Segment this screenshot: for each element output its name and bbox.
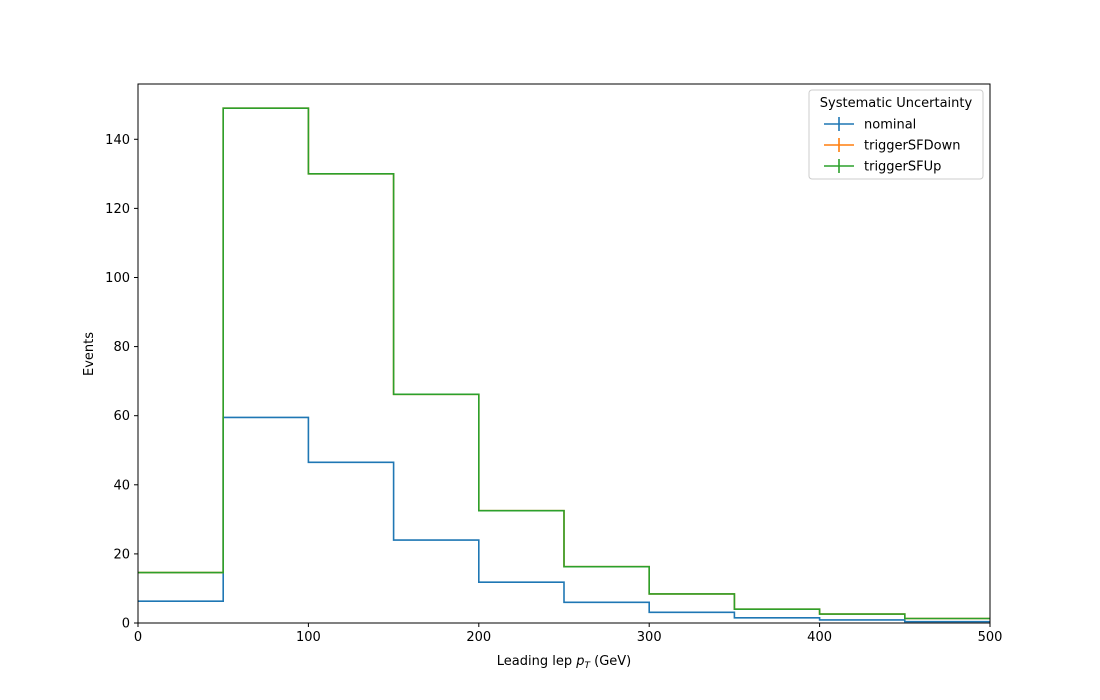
y-tick-label: 100	[105, 271, 130, 286]
y-tick-label: 140	[105, 133, 130, 148]
plot-area	[138, 107, 990, 623]
legend-label: nominal	[864, 118, 916, 133]
y-tick-label: 0	[122, 617, 130, 632]
y-tick-label: 20	[113, 547, 130, 562]
legend-entry: triggerSFDown	[824, 138, 960, 154]
legend: Systematic Uncertainty nominal triggerSFD…	[808, 89, 984, 180]
y-tick-label: 40	[113, 478, 130, 493]
legend-box	[808, 89, 984, 180]
legend-title: Systematic Uncertainty	[820, 96, 973, 111]
axes-frame	[137, 83, 991, 624]
x-axis-label: Leading lep pT (GeV)	[497, 654, 631, 671]
series-step-nominal	[138, 416, 990, 623]
legend-label: triggerSFDown	[864, 139, 960, 154]
x-tick-label: 0	[134, 630, 142, 645]
y-tick-label: 80	[113, 340, 130, 355]
y-tick-label: 120	[105, 202, 130, 217]
x-tick-label: 500	[978, 630, 1003, 645]
y-axis-label: Events	[82, 332, 97, 376]
axis-ticks: 0 100 200 300 400 500 0 20 40 60 80 100 120 140	[105, 133, 1002, 645]
legend-label: triggerSFUp	[864, 160, 941, 175]
x-tick-label: 100	[296, 630, 321, 645]
x-tick-label: 200	[466, 630, 491, 645]
legend-entry: triggerSFUp	[824, 159, 941, 175]
x-tick-label: 300	[637, 630, 662, 645]
legend-entries: nominal triggerSFDown triggerSFUp	[824, 117, 960, 175]
legend-entry: nominal	[824, 117, 916, 133]
y-tick-label: 60	[113, 409, 130, 424]
series-step-triggerSFUp	[138, 107, 990, 620]
x-tick-label: 400	[807, 630, 832, 645]
